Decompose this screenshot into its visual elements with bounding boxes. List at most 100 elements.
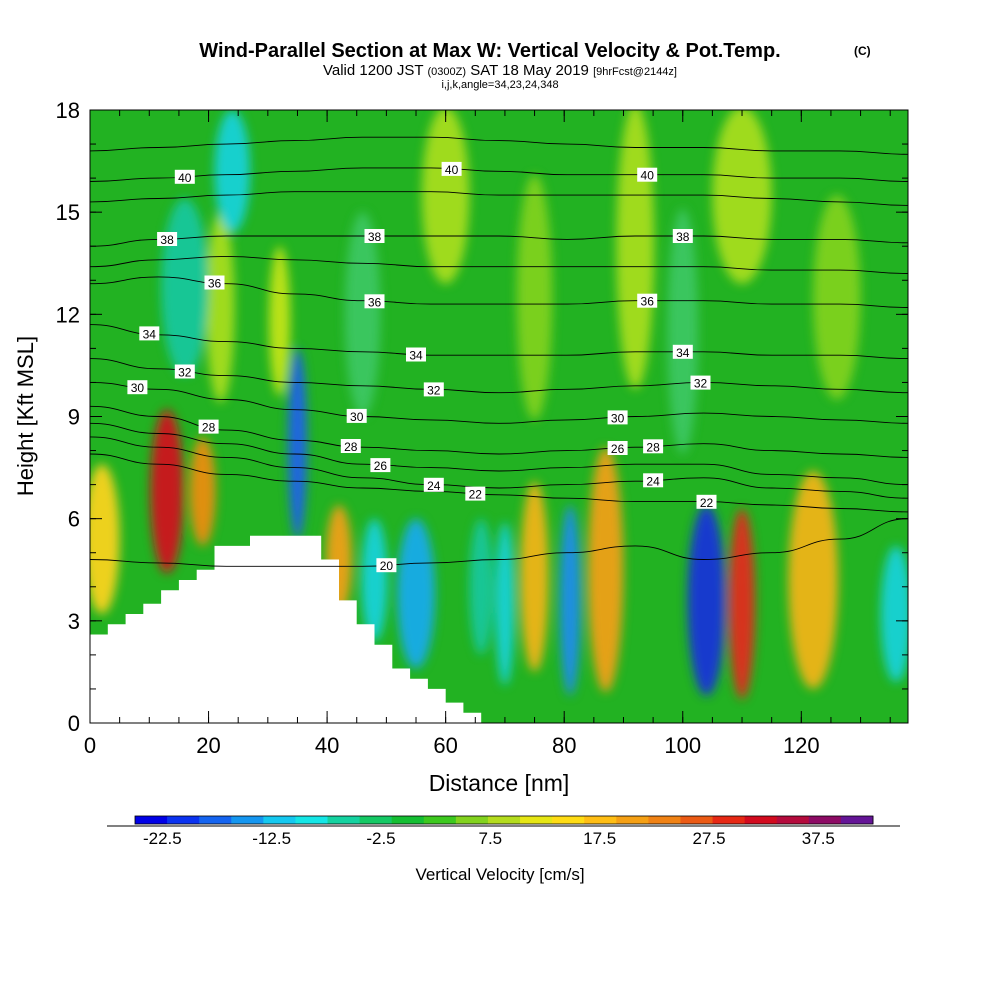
velocity-cell: [559, 505, 581, 696]
theta-contour-label: 40: [637, 167, 658, 183]
theta-contour-label: 36: [637, 293, 658, 309]
contour-label-text: 26: [374, 459, 388, 473]
colorbar-tick-label: -22.5: [143, 829, 182, 848]
plot-area: 20 22 22 24 24 26 28 28 26 28 30 30 30 32 32 32 34 34 34 36…: [90, 110, 908, 723]
theta-contour-label: 34: [406, 347, 426, 363]
contour-label-box: [127, 380, 148, 395]
colorbar-swatch: [167, 816, 200, 824]
colorbar-tick-label: 7.5: [479, 829, 503, 848]
theta-contour-label: 36: [204, 275, 225, 291]
velocity-cell: [788, 470, 839, 689]
theta-contour: [90, 381, 908, 424]
velocity-cell: [687, 505, 726, 696]
colorbar-swatch: [359, 816, 393, 824]
contour-label-text: 32: [427, 383, 441, 397]
contour-label-text: 28: [202, 421, 216, 435]
velocity-cell: [214, 110, 251, 233]
velocity-field: [90, 110, 908, 700]
velocity-cell: [361, 518, 388, 642]
valid-utc: (0300Z): [428, 66, 467, 78]
velocity-cell: [397, 518, 435, 669]
y-tick-label: 12: [56, 302, 80, 327]
colorbar-label: Vertical Velocity [cm/s]: [415, 865, 584, 884]
velocity-cell: [587, 447, 624, 693]
x-tick-label: 100: [664, 733, 701, 758]
contour-label-text: 30: [611, 411, 625, 425]
theta-contour-label: 28: [198, 419, 219, 435]
contour-label-text: 40: [178, 171, 192, 185]
theta-contour-label: 22: [696, 494, 717, 510]
theta-contour: [90, 518, 908, 567]
x-tick-label: 120: [783, 733, 820, 758]
contour-label-box: [346, 408, 367, 423]
contour-label-box: [198, 419, 219, 434]
theta-contour-label: 26: [370, 458, 391, 473]
colorbar-swatch: [840, 816, 874, 824]
contour-label-text: 30: [131, 381, 145, 395]
theta-contour-label: 32: [423, 382, 444, 397]
theta-contour-label: 40: [441, 161, 462, 177]
contour-label-text: 36: [208, 277, 222, 291]
contour-label-box: [364, 294, 385, 309]
theta-contour: [90, 405, 908, 458]
contour-label-text: 38: [676, 230, 690, 244]
index-line: i,j,k,angle=34,23,24,348: [441, 79, 558, 91]
theta-contour-labels: 20 22 22 24 24 26 28 28 26 28 30 30 30 32 32 32 34 34 34 36…: [127, 161, 717, 573]
colorbar-swatch: [648, 816, 681, 824]
theta-contour-label: 34: [139, 326, 160, 341]
colorbar-swatch: [455, 816, 489, 824]
y-tick-label: 3: [68, 609, 80, 634]
velocity-cell: [880, 545, 908, 683]
colorbar-swatch: [327, 816, 361, 824]
theta-contour-label: 38: [672, 229, 693, 244]
theta-contour-label: 30: [346, 408, 367, 424]
velocity-cell: [287, 348, 307, 540]
contour-label-box: [637, 167, 658, 182]
contour-label-text: 38: [160, 233, 174, 247]
colorbar-swatch: [680, 816, 714, 824]
theta-contour-label: 30: [607, 410, 628, 425]
contour-label-text: 28: [646, 440, 660, 454]
contour-label-box: [607, 410, 628, 425]
colorbar-swatch: [520, 816, 553, 824]
velocity-cell: [728, 508, 756, 700]
x-axis-label: Distance [nm]: [429, 770, 570, 796]
colorbar-swatch: [295, 816, 329, 824]
theta-contour-label: 32: [174, 364, 195, 380]
contour-label-box: [637, 293, 658, 308]
theta-contour-label: 34: [672, 344, 693, 360]
colorbar: [134, 815, 874, 825]
theta-contour-label: 26: [607, 441, 628, 456]
theta-contour-label: 30: [127, 380, 148, 395]
theta-contour-label: 24: [643, 473, 664, 488]
y-tick-label: 0: [68, 711, 80, 736]
contour-label-box: [607, 441, 628, 455]
contour-label-box: [643, 473, 664, 488]
contour-label-box: [364, 229, 385, 243]
colorbar-swatch: [584, 816, 617, 824]
velocity-cell: [161, 198, 209, 376]
copyright-mark: (C): [854, 44, 871, 58]
y-axis-label: Height [Kft MSL]: [13, 336, 38, 496]
x-tick-label: 60: [433, 733, 457, 758]
contour-label-box: [139, 326, 160, 341]
theta-contour: [90, 358, 908, 394]
valid-forecast: [9hrFcst@2144z]: [593, 66, 677, 78]
contour-label-box: [340, 439, 361, 453]
colorbar-swatch: [744, 816, 778, 824]
x-tick-label: 40: [315, 733, 339, 758]
y-tick-label: 9: [68, 405, 80, 430]
velocity-cell: [469, 518, 494, 655]
contour-label-box: [376, 558, 397, 573]
colorbar-swatch: [712, 816, 746, 824]
colorbar-tick-label: 37.5: [802, 829, 835, 848]
contour-label-box: [406, 347, 426, 362]
chart-title: Wind-Parallel Section at Max W: Vertical…: [199, 40, 780, 62]
y-tick-label: 18: [56, 98, 80, 123]
contour-label-text: 22: [700, 496, 714, 510]
velocity-cell: [520, 481, 549, 672]
colorbar-swatch: [616, 816, 649, 824]
contour-label-box: [423, 477, 444, 492]
theta-contour: [90, 191, 908, 206]
